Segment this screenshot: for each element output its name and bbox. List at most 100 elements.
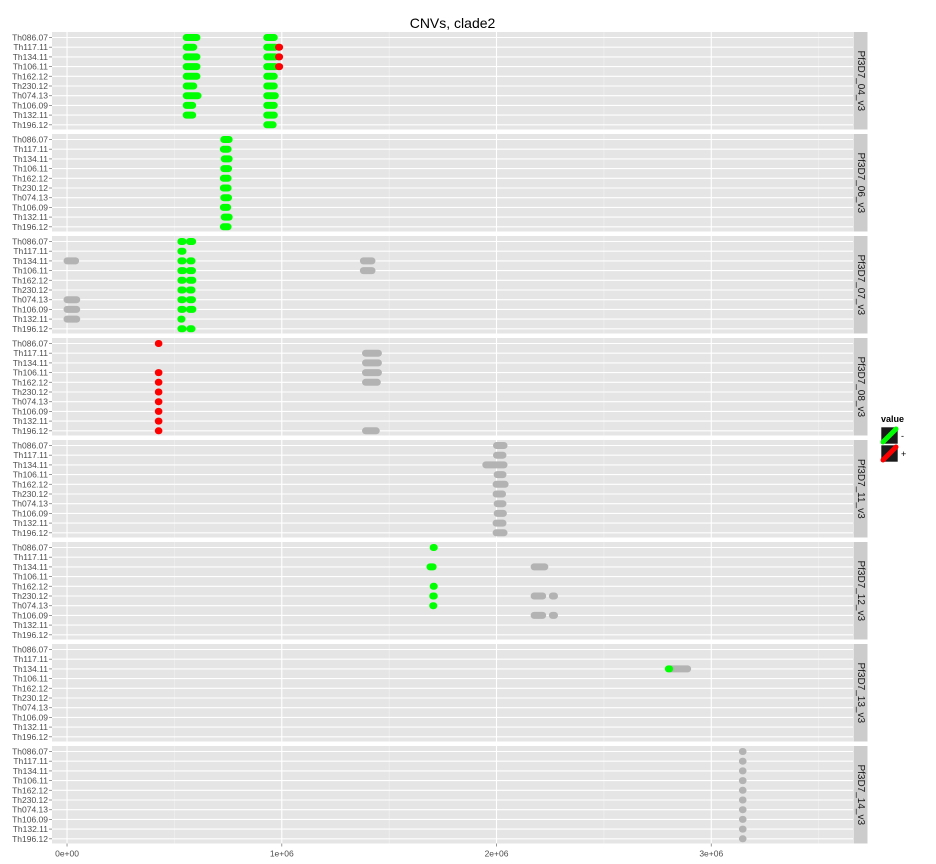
y-tick-label: Th230.12: [12, 489, 48, 499]
y-tick-label: Th162.12: [12, 173, 48, 183]
y-tick-label: Th230.12: [12, 285, 48, 295]
panel-background: [52, 338, 853, 436]
y-tick-label: Th106.09: [12, 406, 48, 416]
y-tick-label: Th117.11: [13, 654, 48, 664]
panel-background: [52, 440, 853, 538]
facet-strip: [853, 236, 868, 334]
chart-title: CNVs, clade2: [410, 15, 496, 31]
panel-background: [52, 542, 853, 640]
legend-key-line: [880, 426, 899, 445]
legend-label: -: [901, 431, 904, 441]
y-tick-label: Th086.07: [12, 747, 48, 757]
y-tick-label: Th162.12: [12, 275, 48, 285]
y-tick-label: Th106.09: [12, 304, 48, 314]
y-tick-label: Th132.11: [13, 518, 49, 528]
legend-key-line: [880, 444, 899, 463]
y-tick-label: Th117.11: [13, 756, 48, 766]
y-tick-label: Th106.11: [13, 164, 49, 174]
y-tick-label: Th132.11: [13, 620, 49, 630]
y-tick-label: Th106.11: [13, 470, 49, 480]
y-tick-label: Th196.12: [12, 732, 48, 742]
y-tick-label: Th086.07: [12, 135, 48, 145]
y-tick-label: Th106.11: [13, 572, 49, 582]
facet-strip-label: Pf3D7_06_v3: [855, 152, 866, 213]
y-tick-label: Th074.13: [12, 499, 48, 509]
y-tick-label: Th132.11: [13, 722, 49, 732]
y-tick-label: Th230.12: [12, 387, 48, 397]
y-tick-label: Th074.13: [12, 397, 48, 407]
facet-strip-label: Pf3D7_12_v3: [855, 560, 866, 621]
facet-strip-label: Pf3D7_13_v3: [855, 662, 866, 723]
facet-strip: [853, 32, 868, 130]
x-tick-label: 3e+06: [699, 849, 723, 859]
y-tick-label: Th074.13: [12, 805, 48, 815]
y-tick-label: Th230.12: [12, 183, 48, 193]
y-tick-label: Th106.11: [13, 62, 49, 72]
y-tick-label: Th134.11: [13, 256, 49, 266]
facet-strip-label: Pf3D7_08_v3: [855, 356, 866, 417]
y-tick-label: Th132.11: [13, 824, 49, 834]
y-tick-label: Th074.13: [12, 295, 48, 305]
facet-strip-label: Pf3D7_14_v3: [855, 764, 866, 825]
y-tick-label: Th196.12: [12, 426, 48, 436]
y-tick-label: Th230.12: [12, 693, 48, 703]
y-tick-label: Th117.11: [13, 42, 48, 52]
y-tick-label: Th196.12: [12, 324, 48, 334]
y-tick-label: Th106.09: [12, 610, 48, 620]
y-tick-label: Th106.11: [13, 266, 49, 276]
y-tick-label: Th134.11: [13, 52, 49, 62]
facet-strip-label: Pf3D7_07_v3: [855, 254, 866, 315]
y-tick-label: Th196.12: [12, 630, 48, 640]
y-tick-label: Th162.12: [12, 683, 48, 693]
facet-strip-label: Pf3D7_11_v3: [855, 459, 866, 519]
y-tick-label: Th162.12: [12, 377, 48, 387]
y-tick-label: Th196.12: [12, 834, 48, 844]
legend-title: value: [881, 414, 904, 424]
y-tick-label: Th230.12: [12, 591, 48, 601]
legend-label: +: [901, 449, 906, 459]
y-tick-label: Th106.11: [13, 368, 49, 378]
y-tick-label: Th196.12: [12, 528, 48, 538]
panel-background: [52, 134, 853, 232]
facet-strip: [853, 134, 868, 232]
y-tick-label: Th106.09: [12, 202, 48, 212]
y-tick-label: Th134.11: [13, 460, 49, 470]
y-tick-label: Th106.09: [12, 712, 48, 722]
y-tick-label: Th132.11: [13, 212, 49, 222]
y-tick-label: Th134.11: [13, 664, 49, 674]
y-tick-label: Th086.07: [12, 645, 48, 655]
y-tick-label: Th230.12: [12, 81, 48, 91]
y-tick-label: Th134.11: [13, 562, 49, 572]
y-tick-label: Th134.11: [13, 358, 49, 368]
y-tick-label: Th134.11: [13, 154, 49, 164]
y-tick-label: Th074.13: [12, 193, 48, 203]
y-tick-label: Th117.11: [13, 246, 48, 256]
y-tick-label: Th086.07: [12, 441, 48, 451]
y-tick-label: Th106.09: [12, 814, 48, 824]
y-tick-label: Th074.13: [12, 91, 48, 101]
y-tick-label: Th074.13: [12, 703, 48, 713]
facet-strip: [853, 746, 868, 844]
y-tick-label: Th132.11: [13, 110, 49, 120]
y-tick-label: Th106.09: [12, 100, 48, 110]
facet-strip: [853, 338, 868, 436]
y-tick-label: Th106.09: [12, 508, 48, 518]
y-tick-label: Th086.07: [12, 33, 48, 43]
panel-background: [52, 746, 853, 844]
facet-strip-label: Pf3D7_04_v3: [855, 50, 866, 111]
y-tick-label: Th162.12: [12, 785, 48, 795]
y-tick-label: Th196.12: [12, 222, 48, 232]
y-tick-label: Th162.12: [12, 479, 48, 489]
facet-strip: [853, 644, 868, 742]
y-tick-label: Th086.07: [12, 543, 48, 553]
x-tick-label: 0e+00: [55, 849, 79, 859]
facet-strip: [853, 440, 868, 538]
y-tick-label: Th162.12: [12, 581, 48, 591]
y-tick-label: Th106.11: [13, 674, 49, 684]
y-tick-label: Th117.11: [13, 348, 48, 358]
panel-background: [52, 644, 853, 742]
x-tick-label: 2e+06: [485, 849, 509, 859]
y-tick-label: Th117.11: [13, 450, 48, 460]
facet-strip: [853, 542, 868, 640]
